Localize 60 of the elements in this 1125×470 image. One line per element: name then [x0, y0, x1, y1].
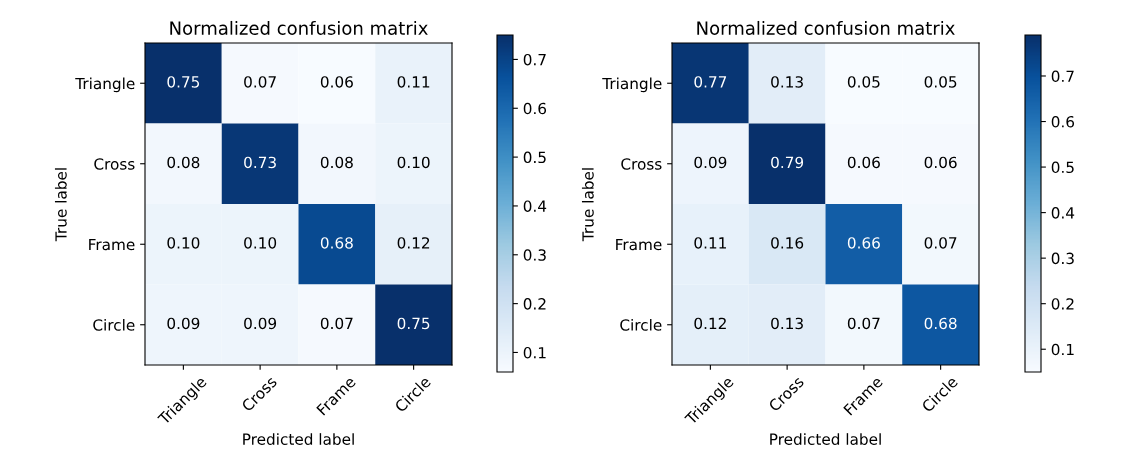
color-bar-label: 0.3	[1051, 252, 1074, 265]
color-bar-label: 0.4	[523, 200, 547, 212]
y-tick-label: Frame	[89, 238, 135, 251]
color-bar-label: 0.6	[523, 102, 547, 115]
y-tick-label: Circle	[620, 318, 662, 331]
data-label: 0.05	[924, 76, 957, 88]
data-label: 0.06	[320, 76, 353, 88]
data-label: 0.68	[320, 237, 353, 249]
data-label: 0.13	[771, 317, 803, 330]
data-label: 0.10	[397, 156, 430, 169]
color-bar-label: 0.2	[523, 298, 546, 310]
y-tick-label: Triangle	[602, 77, 662, 93]
y-tick-label: Cross	[94, 158, 135, 170]
data-label: 0.66	[847, 237, 880, 249]
data-label: 0.08	[320, 156, 353, 169]
data-label: 0.12	[694, 317, 726, 330]
data-label: 0.75	[167, 76, 200, 88]
data-label: 0.11	[397, 76, 430, 88]
data-label: 0.06	[847, 156, 880, 169]
data-label: 0.16	[771, 237, 804, 249]
y-tick-label: Circle	[93, 318, 135, 331]
color-bar-label: 0.5	[523, 151, 546, 164]
color-bar-label: 0.5	[1051, 161, 1074, 174]
data-label: 0.07	[320, 317, 353, 330]
y-tick-label: Cross	[621, 158, 662, 170]
data-label: 0.10	[167, 237, 200, 249]
data-label: 0.09	[244, 317, 277, 330]
y-tick-label: Triangle	[75, 77, 135, 93]
data-label: 0.07	[924, 237, 957, 249]
color-bar-label: 0.3	[523, 249, 546, 261]
y-axis-title: True label	[581, 168, 594, 242]
data-label: 0.05	[847, 76, 880, 88]
color-bar-label: 0.7	[523, 53, 546, 66]
data-label: 0.07	[244, 76, 276, 88]
color-bar-label: 0.7	[1051, 70, 1074, 83]
color-bar-label: 0.1	[1051, 343, 1074, 356]
data-label: 0.07	[847, 317, 880, 330]
data-label: 0.73	[244, 156, 276, 169]
data-label: 0.68	[924, 317, 957, 330]
color-bar-label: 0.6	[1051, 115, 1075, 128]
y-tick-label: Frame	[616, 238, 662, 251]
data-label: 0.06	[924, 156, 957, 169]
data-label: 0.09	[167, 317, 200, 330]
data-label: 0.08	[167, 156, 200, 169]
data-label: 0.75	[397, 317, 430, 330]
x-axis-title: Predicted label	[243, 433, 354, 445]
color-bar-label: 0.4	[1051, 207, 1075, 219]
chart-title: Normalized confusion matrix	[697, 20, 955, 35]
data-label: 0.11	[694, 237, 726, 249]
color-bar-label: 0.1	[523, 346, 546, 359]
data-label: 0.09	[694, 156, 727, 169]
data-label: 0.77	[694, 76, 727, 88]
y-axis-title: True label	[54, 168, 67, 242]
color-bar-label: 0.2	[1051, 298, 1074, 310]
x-axis-title: Predicted label	[770, 433, 881, 445]
data-label: 0.79	[771, 156, 804, 169]
chart-title: Normalized confusion matrix	[170, 20, 428, 35]
data-label: 0.13	[771, 76, 803, 88]
data-label: 0.10	[244, 237, 277, 249]
data-label: 0.12	[397, 237, 430, 249]
